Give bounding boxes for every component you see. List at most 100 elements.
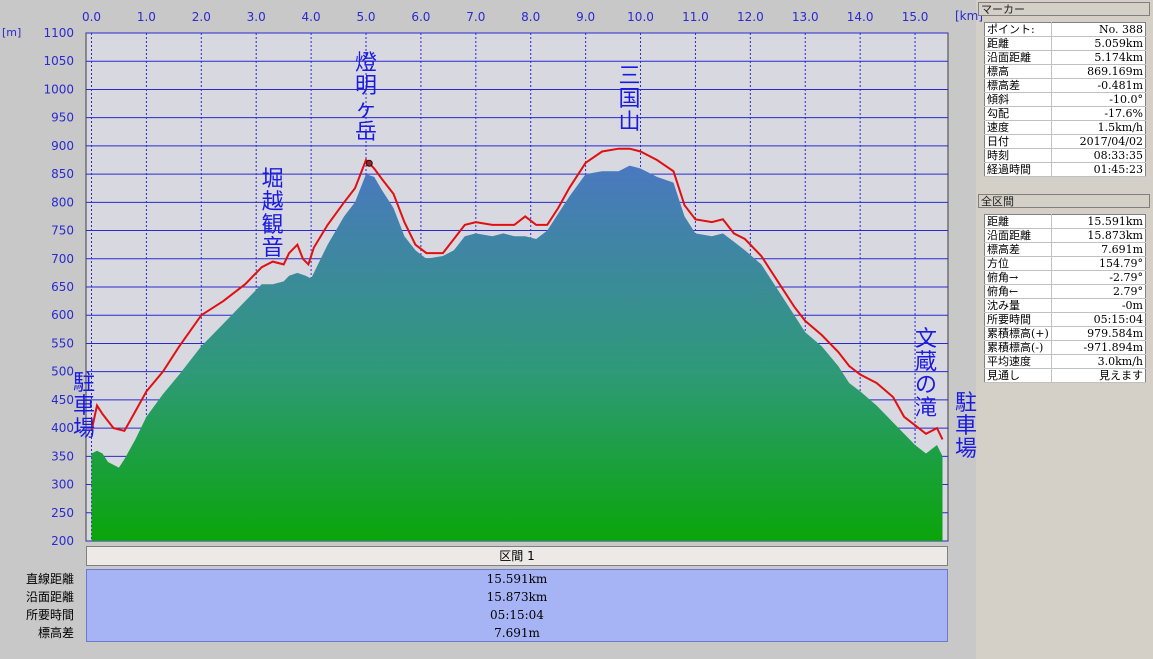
info-row: 時刻 08:33:35 <box>984 148 1146 163</box>
place-label-char: の <box>915 373 937 398</box>
info-label: 時刻 <box>984 148 1052 163</box>
y-tick-label: 900 <box>51 139 74 153</box>
segment-tab[interactable]: 区間 1 <box>86 546 948 566</box>
x-tick-label: 13.0 <box>792 10 819 24</box>
total-info-table: 距離 15.591km 沿面距離 15.873km 標高差 7.691m 方位 154.79°… <box>984 214 1146 383</box>
y-tick-label: 650 <box>51 280 74 294</box>
info-row: 傾斜 -10.0° <box>984 92 1146 107</box>
place-label-char: 滝 <box>915 396 937 421</box>
place-label-char: 国 <box>619 87 641 112</box>
info-label: 標高差 <box>984 242 1052 257</box>
info-row: 標高差 7.691m <box>984 242 1146 257</box>
x-tick-label: 11.0 <box>682 10 709 24</box>
info-row: 累積標高(-) -971.894m <box>984 340 1146 355</box>
info-value: -971.894m <box>1051 340 1146 355</box>
x-tick-label: 1.0 <box>137 10 156 24</box>
segment-label: 所要時間 <box>25 608 74 622</box>
info-row: ポイント: No. 388 <box>984 22 1146 37</box>
place-label-char: 場 <box>73 417 95 442</box>
y-tick-label: 450 <box>51 393 74 407</box>
place-label-char: 音 <box>262 236 284 261</box>
info-value: 5.174km <box>1051 50 1146 65</box>
place-label-char: 車 <box>955 414 977 439</box>
place-label-char: 蔵 <box>915 350 937 375</box>
info-label: 沈み量 <box>984 298 1052 313</box>
info-row: 沿面距離 15.873km <box>984 228 1146 243</box>
x-tick-label: 12.0 <box>737 10 764 24</box>
x-tick-label: 0.0 <box>82 10 101 24</box>
info-label: 累積標高(-) <box>984 340 1052 355</box>
x-tick-label: 3.0 <box>247 10 266 24</box>
info-row: 平均速度 3.0km/h <box>984 354 1146 369</box>
place-label-char: 燈 <box>355 51 377 76</box>
place-label-char: 車 <box>73 394 95 419</box>
info-value: 1.5km/h <box>1051 120 1146 135</box>
place-label-char: 明 <box>355 74 377 99</box>
place-label-char: 場 <box>955 437 977 462</box>
y-tick-label: 500 <box>51 365 74 379</box>
segment-summary: 15.591km 15.873km 05:15:04 7.691m <box>86 569 948 642</box>
info-value: -10.0° <box>1051 92 1146 107</box>
segment-label: 標高差 <box>37 626 74 640</box>
info-value: 7.691m <box>1051 242 1146 257</box>
place-label-char: 駐 <box>955 391 977 416</box>
place-label-char: 山 <box>619 110 641 135</box>
info-label: 標高 <box>984 64 1052 79</box>
info-value: 01:45:23 <box>1051 162 1146 177</box>
info-value: 15.873km <box>1051 228 1146 243</box>
info-label: 俯角→ <box>984 270 1052 285</box>
place-label: 三国山 <box>619 64 641 135</box>
x-tick-label: 15.0 <box>902 10 929 24</box>
info-label: 標高差 <box>984 78 1052 93</box>
x-tick-label: 4.0 <box>302 10 321 24</box>
info-value: 979.584m <box>1051 326 1146 341</box>
y-tick-label: 600 <box>51 308 74 322</box>
y-tick-label: 1050 <box>43 54 74 68</box>
place-label-char: 文 <box>915 327 937 352</box>
info-row: 俯角→ -2.79° <box>984 270 1146 285</box>
info-value: -17.6% <box>1051 106 1146 121</box>
x-tick-label: 6.0 <box>411 10 430 24</box>
y-tick-label: 750 <box>51 224 74 238</box>
x-tick-label: 5.0 <box>356 10 375 24</box>
position-marker[interactable] <box>365 159 373 167</box>
y-tick-label: 250 <box>51 506 74 520</box>
info-label: 傾斜 <box>984 92 1052 107</box>
x-tick-label: 2.0 <box>192 10 211 24</box>
place-label-char: 越 <box>262 190 284 215</box>
segment-value: 05:15:04 <box>490 608 544 622</box>
info-value: 15.591km <box>1051 214 1146 229</box>
total-panel-title: 全区間 <box>978 194 1150 208</box>
info-row: 日付 2017/04/02 <box>984 134 1146 149</box>
segment-value: 7.691m <box>494 626 540 640</box>
place-label: 駐車場 <box>955 391 977 462</box>
info-value: No. 388 <box>1051 22 1146 37</box>
y-tick-label: 1000 <box>43 82 74 96</box>
info-label: ポイント: <box>984 22 1052 37</box>
y-tick-label: 300 <box>51 478 74 492</box>
info-row: 沿面距離 5.174km <box>984 50 1146 65</box>
place-label-char: 岳 <box>355 120 377 145</box>
info-row: 方位 154.79° <box>984 256 1146 271</box>
marker-panel-title: マーカー <box>978 2 1150 16</box>
y-tick-label: 850 <box>51 167 74 181</box>
info-value: 154.79° <box>1051 256 1146 271</box>
info-row: 勾配 -17.6% <box>984 106 1146 121</box>
info-value: -0.481m <box>1051 78 1146 93</box>
info-value: 869.169m <box>1051 64 1146 79</box>
segment-label: 直線距離 <box>25 572 74 586</box>
place-label-char: ヶ <box>355 97 377 122</box>
x-tick-label: 14.0 <box>847 10 874 24</box>
x-tick-label: 9.0 <box>576 10 595 24</box>
info-row: 累積標高(+) 979.584m <box>984 326 1146 341</box>
marker-info-table: ポイント: No. 388 距離 5.059km 沿面距離 5.174km 標高 869.16… <box>984 22 1146 177</box>
ground-profile-area <box>91 165 943 541</box>
info-row: 見通し 見えます <box>984 368 1146 383</box>
info-value: 08:33:35 <box>1051 148 1146 163</box>
info-label: 見通し <box>984 368 1052 383</box>
y-tick-label: 800 <box>51 195 74 209</box>
